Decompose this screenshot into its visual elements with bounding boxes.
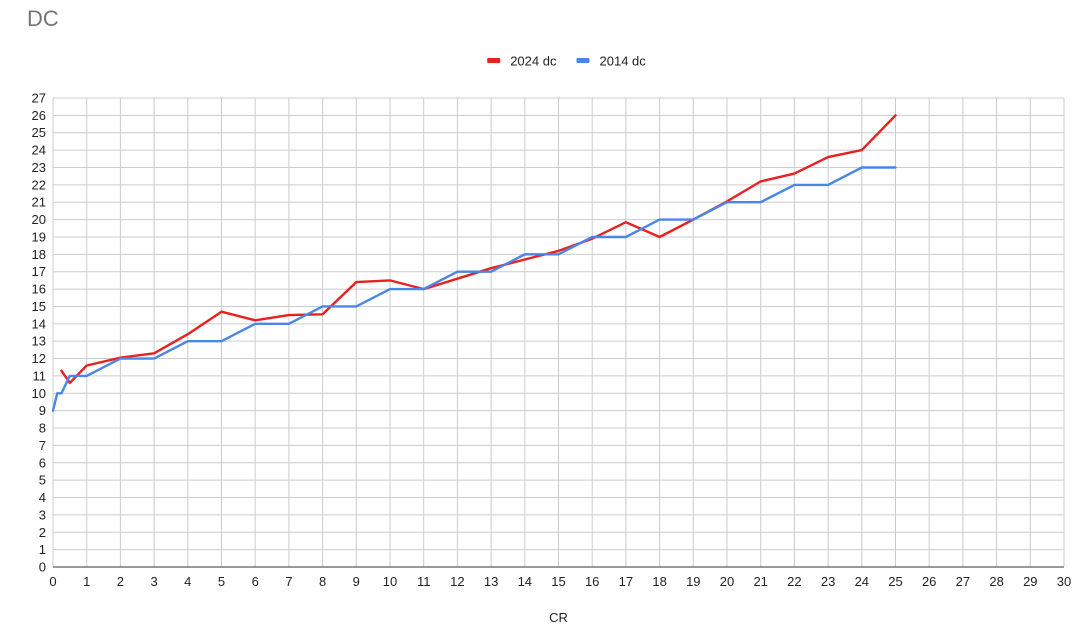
y-tick-label: 2 <box>39 525 46 540</box>
y-tick-label: 20 <box>32 212 46 227</box>
y-tick-label: 25 <box>32 125 46 140</box>
x-tick-label: 23 <box>821 574 835 589</box>
x-tick-label: 16 <box>585 574 599 589</box>
x-tick-label: 30 <box>1057 574 1071 589</box>
grid-lines <box>52 97 1065 568</box>
x-tick-label: 11 <box>417 574 431 589</box>
x-tick-label: 9 <box>353 574 360 589</box>
x-tick-label: 20 <box>720 574 734 589</box>
x-tick-label: 27 <box>956 574 970 589</box>
y-tick-label: 8 <box>39 421 46 436</box>
x-tick-label: 28 <box>989 574 1003 589</box>
y-tick-label: 5 <box>39 473 46 488</box>
y-tick-label: 12 <box>32 351 46 366</box>
x-tick-label: 8 <box>319 574 326 589</box>
legend-item: 2024 dc <box>487 54 557 69</box>
y-tick-label: 18 <box>32 247 46 262</box>
x-tick-label: 26 <box>922 574 936 589</box>
x-tick-label: 6 <box>252 574 259 589</box>
y-tick-label: 0 <box>39 560 46 575</box>
y-tick-label: 26 <box>32 108 46 123</box>
y-tick-label: 17 <box>32 264 46 279</box>
x-axis-ticks: 0 1 2 3 4 5 6 7 8 9 10 11 12 13 14 15 16 17 18 19 20 21 22 23 24… <box>49 574 1071 589</box>
x-tick-label: 29 <box>1023 574 1037 589</box>
legend-label: 2024 dc <box>510 54 557 69</box>
y-tick-label: 1 <box>39 542 46 557</box>
legend-swatch <box>576 58 590 63</box>
series-line-2014-dc <box>51 166 897 412</box>
x-tick-label: 7 <box>285 574 292 589</box>
legend-swatch <box>487 58 501 63</box>
y-tick-label: 16 <box>32 282 46 297</box>
y-tick-label: 4 <box>39 490 46 505</box>
series-line-2024-dc <box>60 114 897 385</box>
legend: 2024 dc 2014 dc <box>487 54 646 69</box>
x-tick-label: 13 <box>484 574 498 589</box>
x-tick-label: 25 <box>888 574 902 589</box>
y-tick-label: 11 <box>33 368 47 383</box>
x-tick-label: 5 <box>218 574 225 589</box>
x-tick-label: 2 <box>117 574 124 589</box>
series-lines <box>51 114 897 412</box>
x-tick-label: 3 <box>150 574 157 589</box>
y-tick-label: 23 <box>32 160 46 175</box>
y-tick-label: 3 <box>39 507 46 522</box>
x-tick-label: 4 <box>184 574 191 589</box>
x-tick-label: 12 <box>450 574 464 589</box>
y-tick-label: 13 <box>32 334 46 349</box>
x-tick-label: 18 <box>652 574 666 589</box>
x-tick-label: 17 <box>619 574 633 589</box>
y-tick-label: 14 <box>32 316 46 331</box>
y-tick-label: 6 <box>39 455 46 470</box>
legend-item: 2014 dc <box>576 54 647 69</box>
y-tick-label: 24 <box>32 143 46 158</box>
y-tick-label: 10 <box>32 386 46 401</box>
y-tick-label: 9 <box>39 403 46 418</box>
legend-label: 2014 dc <box>600 54 647 69</box>
x-tick-label: 15 <box>551 574 565 589</box>
chart-title: DC <box>27 6 59 31</box>
x-tick-label: 22 <box>787 574 801 589</box>
x-tick-label: 19 <box>686 574 700 589</box>
x-tick-label: 24 <box>855 574 869 589</box>
x-tick-label: 21 <box>753 574 767 589</box>
y-tick-label: 7 <box>39 438 46 453</box>
y-tick-label: 27 <box>32 91 46 106</box>
x-tick-label: 14 <box>518 574 532 589</box>
y-tick-label: 19 <box>32 229 46 244</box>
x-tick-label: 10 <box>383 574 397 589</box>
y-axis-ticks: 0123456789101112131415161718192021222324… <box>32 91 46 575</box>
y-tick-label: 21 <box>32 195 46 210</box>
x-tick-label: 0 <box>49 574 56 589</box>
y-tick-label: 15 <box>32 299 46 314</box>
x-tick-label: 1 <box>83 574 90 589</box>
x-axis-title: CR <box>549 610 568 625</box>
y-tick-label: 22 <box>32 177 46 192</box>
